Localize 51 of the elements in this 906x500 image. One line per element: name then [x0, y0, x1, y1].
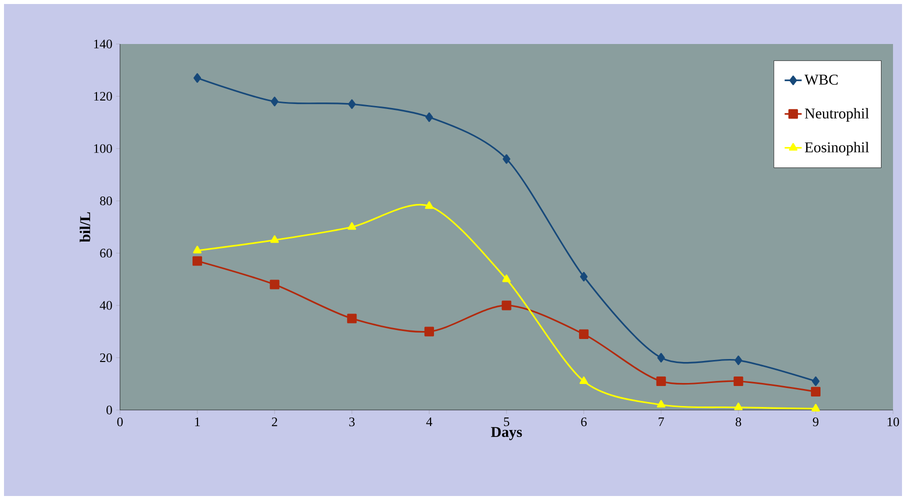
point: [347, 314, 357, 324]
x-tick-label: 7: [658, 418, 664, 426]
point: [810, 386, 820, 396]
x-tick-label: 6: [581, 418, 587, 426]
point: [193, 246, 202, 254]
point: [270, 235, 279, 243]
point: [502, 300, 512, 310]
point: [270, 96, 278, 106]
point: [270, 280, 280, 290]
point: [424, 201, 434, 209]
legend-label: Eosinophil: [804, 142, 869, 156]
point: [811, 404, 820, 412]
x-tick-label: 0: [117, 418, 123, 426]
point: [192, 256, 202, 266]
point: [657, 352, 665, 362]
point: [194, 73, 202, 83]
x-tick-label: 1: [195, 418, 200, 426]
y-tick-label: 80: [100, 196, 112, 206]
y-tick-label: 120: [94, 92, 112, 101]
x-tick-label: 8: [736, 418, 742, 426]
x-tick-label: 4: [426, 418, 432, 426]
x-axis-title: Days: [490, 427, 522, 440]
point: [656, 400, 666, 408]
point: [734, 402, 743, 410]
y-tick-label: 100: [94, 144, 112, 153]
point: [424, 326, 434, 336]
point: [656, 376, 666, 386]
x-tick-label: 5: [504, 418, 510, 426]
y-tick-label: 0: [106, 406, 112, 414]
legend-label: Neutrophil: [804, 108, 869, 122]
x-tick-label: 3: [349, 418, 355, 426]
y-tick-label: 20: [100, 353, 112, 362]
point: [579, 329, 589, 339]
point: [502, 154, 510, 164]
y-tick-label: 140: [94, 40, 112, 48]
y-tick-label: 40: [100, 301, 112, 310]
point: [812, 376, 820, 386]
point: [348, 99, 356, 109]
point: [348, 222, 356, 230]
y-axis-title: bil/L: [80, 212, 90, 242]
y-tick-label: 60: [100, 248, 112, 258]
point: [734, 356, 742, 366]
point: [425, 112, 433, 122]
x-tick-label: 9: [812, 418, 818, 426]
point: [734, 376, 744, 386]
point: [580, 272, 588, 282]
x-tick-label: 10: [888, 418, 899, 426]
legend-label: WBC: [804, 74, 838, 85]
x-tick-label: 2: [272, 418, 278, 426]
point: [502, 274, 511, 282]
point: [580, 376, 588, 384]
